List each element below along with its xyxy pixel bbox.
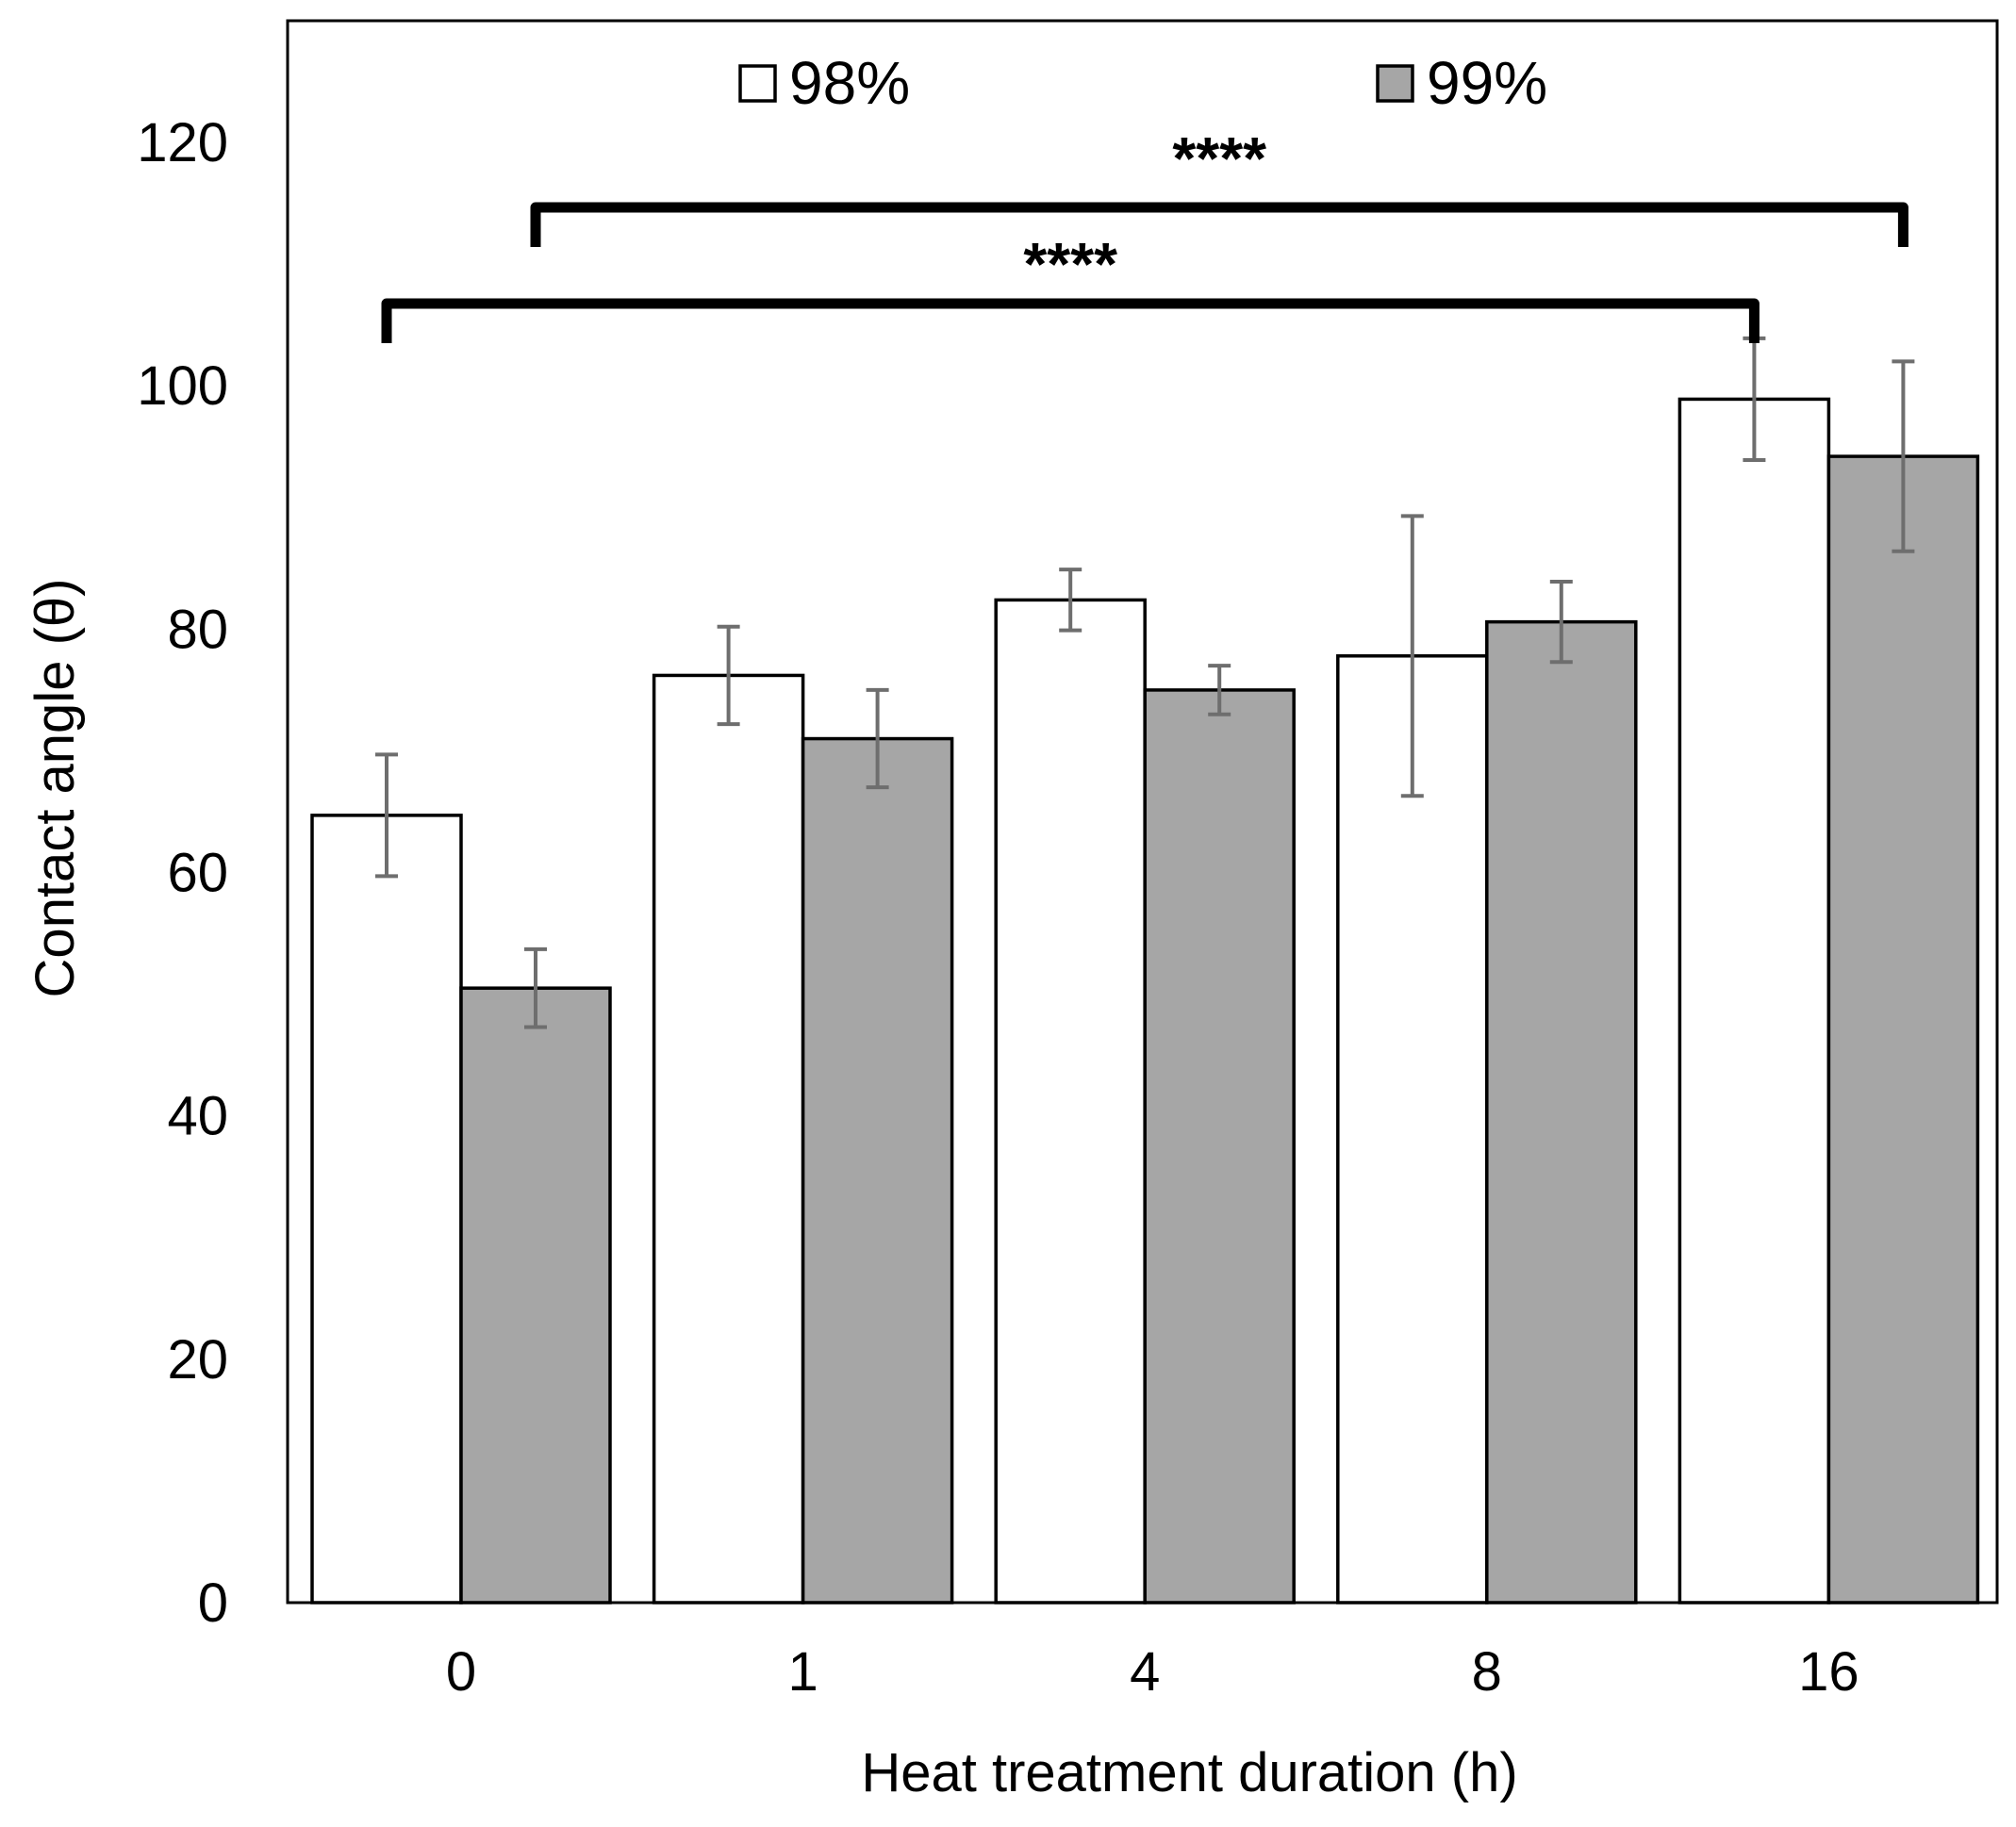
legend: 98% 99% bbox=[738, 49, 1547, 117]
significance-bracket bbox=[381, 298, 1760, 343]
significance-annotations: **** **** bbox=[381, 124, 1909, 343]
significance-bracket bbox=[530, 202, 1909, 247]
bar-98%-16 bbox=[1677, 397, 1831, 1605]
plot-area-frame bbox=[286, 19, 1999, 1605]
bar-99%-8 bbox=[1485, 619, 1638, 1605]
y-tick-label: 0 bbox=[198, 1572, 228, 1634]
bar-99%-16 bbox=[1826, 454, 1980, 1605]
bars-layer bbox=[310, 397, 1980, 1605]
y-tick-label: 120 bbox=[137, 112, 228, 173]
y-axis-ticks: 0 20 40 60 80 100 120 bbox=[137, 112, 228, 1634]
bar-98%-1 bbox=[652, 673, 805, 1605]
bar-98%-8 bbox=[1336, 654, 1489, 1605]
x-tick-label: 8 bbox=[1472, 1641, 1502, 1703]
y-tick-label: 60 bbox=[167, 843, 228, 904]
y-tick-label: 100 bbox=[137, 355, 228, 417]
bar-99%-1 bbox=[801, 736, 954, 1605]
significance-stars: **** bbox=[1023, 230, 1117, 298]
bar-98%-4 bbox=[994, 598, 1147, 1605]
y-tick-label: 20 bbox=[167, 1329, 228, 1391]
legend-swatch-99% bbox=[1376, 64, 1414, 103]
legend-swatch-98% bbox=[738, 64, 777, 103]
x-tick-label: 1 bbox=[787, 1641, 818, 1703]
y-tick-label: 40 bbox=[167, 1086, 228, 1147]
y-tick-label: 80 bbox=[167, 599, 228, 660]
bar-99%-0 bbox=[459, 986, 612, 1605]
x-tick-label: 0 bbox=[446, 1641, 476, 1703]
bar-99%-4 bbox=[1143, 688, 1296, 1605]
x-tick-label: 16 bbox=[1798, 1641, 1859, 1703]
legend-label: 99% bbox=[1427, 49, 1547, 117]
error-bars-layer bbox=[375, 336, 1915, 1029]
y-axis-label: Contact angle (θ) bbox=[25, 579, 86, 998]
significance-stars: **** bbox=[1172, 124, 1266, 192]
x-axis-label: Heat treatment duration (h) bbox=[861, 1742, 1517, 1803]
bar-98%-0 bbox=[310, 814, 463, 1605]
x-tick-label: 4 bbox=[1130, 1641, 1160, 1703]
legend-label: 98% bbox=[789, 49, 910, 117]
x-axis-ticks: 0 1 4 8 16 bbox=[446, 1641, 1859, 1703]
